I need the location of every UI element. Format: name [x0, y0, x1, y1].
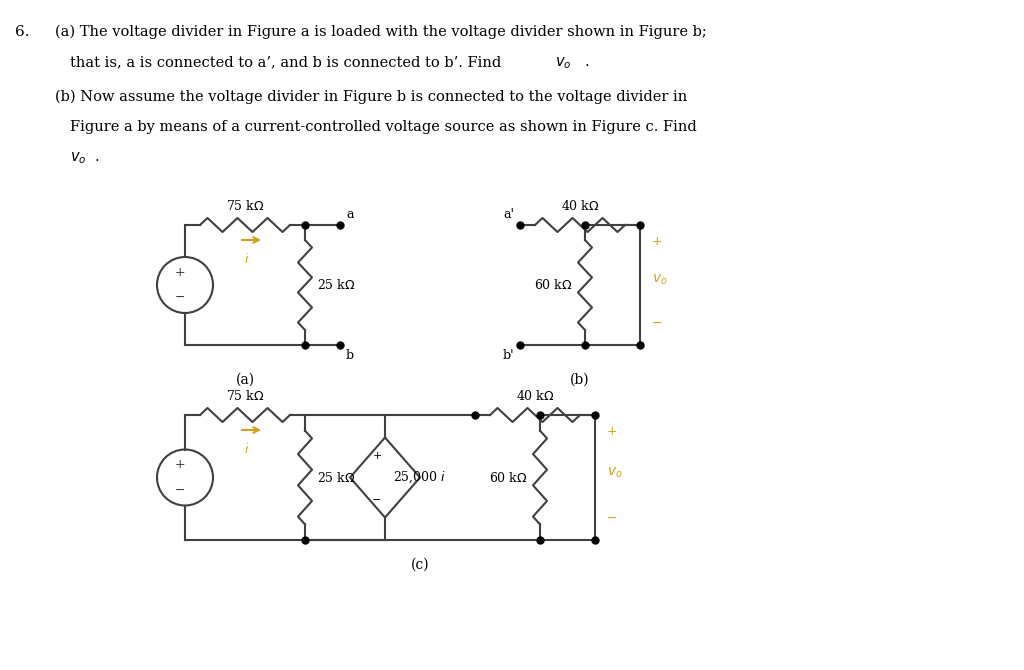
Text: .: .: [585, 55, 590, 69]
Text: that is, a is connected to a’, and b is connected to b’. Find: that is, a is connected to a’, and b is …: [70, 55, 506, 69]
Text: (c): (c): [411, 558, 429, 572]
Text: 25 k$\Omega$: 25 k$\Omega$: [317, 278, 355, 292]
Text: 25 k$\Omega$: 25 k$\Omega$: [317, 470, 355, 484]
Text: 40 k$\Omega$: 40 k$\Omega$: [516, 389, 554, 403]
Text: $v_o$: $v_o$: [607, 465, 623, 480]
Text: $i$: $i$: [245, 252, 250, 266]
Text: b: b: [346, 349, 354, 362]
Text: 25,000 $i$: 25,000 $i$: [393, 470, 446, 485]
Text: −: −: [175, 484, 185, 496]
Text: 75 k$\Omega$: 75 k$\Omega$: [225, 389, 264, 403]
Text: +: +: [373, 450, 382, 460]
Text: $v_o$: $v_o$: [555, 55, 571, 71]
Text: −: −: [175, 291, 185, 304]
Text: b': b': [503, 349, 514, 362]
Text: $i$: $i$: [245, 442, 250, 456]
Text: (a): (a): [236, 373, 255, 387]
Text: −: −: [607, 512, 617, 525]
Text: +: +: [175, 266, 185, 279]
Text: 60 k$\Omega$: 60 k$\Omega$: [489, 470, 528, 484]
Text: $v_o$: $v_o$: [70, 150, 86, 165]
Text: −: −: [373, 494, 382, 505]
Text: a: a: [346, 208, 353, 221]
Text: (b) Now assume the voltage divider in Figure b is connected to the voltage divid: (b) Now assume the voltage divider in Fi…: [55, 90, 687, 105]
Text: +: +: [652, 235, 663, 248]
Text: .: .: [95, 150, 99, 164]
Text: +: +: [175, 458, 185, 472]
Text: −: −: [652, 317, 663, 330]
Text: (a) The voltage divider in Figure a is loaded with the voltage divider shown in : (a) The voltage divider in Figure a is l…: [55, 25, 707, 40]
Text: $v_o$: $v_o$: [652, 273, 668, 287]
Text: +: +: [607, 425, 617, 438]
Text: 60 k$\Omega$: 60 k$\Omega$: [535, 278, 573, 292]
Text: (b): (b): [570, 373, 590, 387]
Text: 40 k$\Omega$: 40 k$\Omega$: [561, 199, 599, 213]
Text: Figure a by means of a current-controlled voltage source as shown in Figure c. F: Figure a by means of a current-controlle…: [70, 120, 696, 134]
Text: 6.: 6.: [15, 25, 30, 39]
Text: 75 k$\Omega$: 75 k$\Omega$: [225, 199, 264, 213]
Text: a': a': [503, 208, 514, 221]
